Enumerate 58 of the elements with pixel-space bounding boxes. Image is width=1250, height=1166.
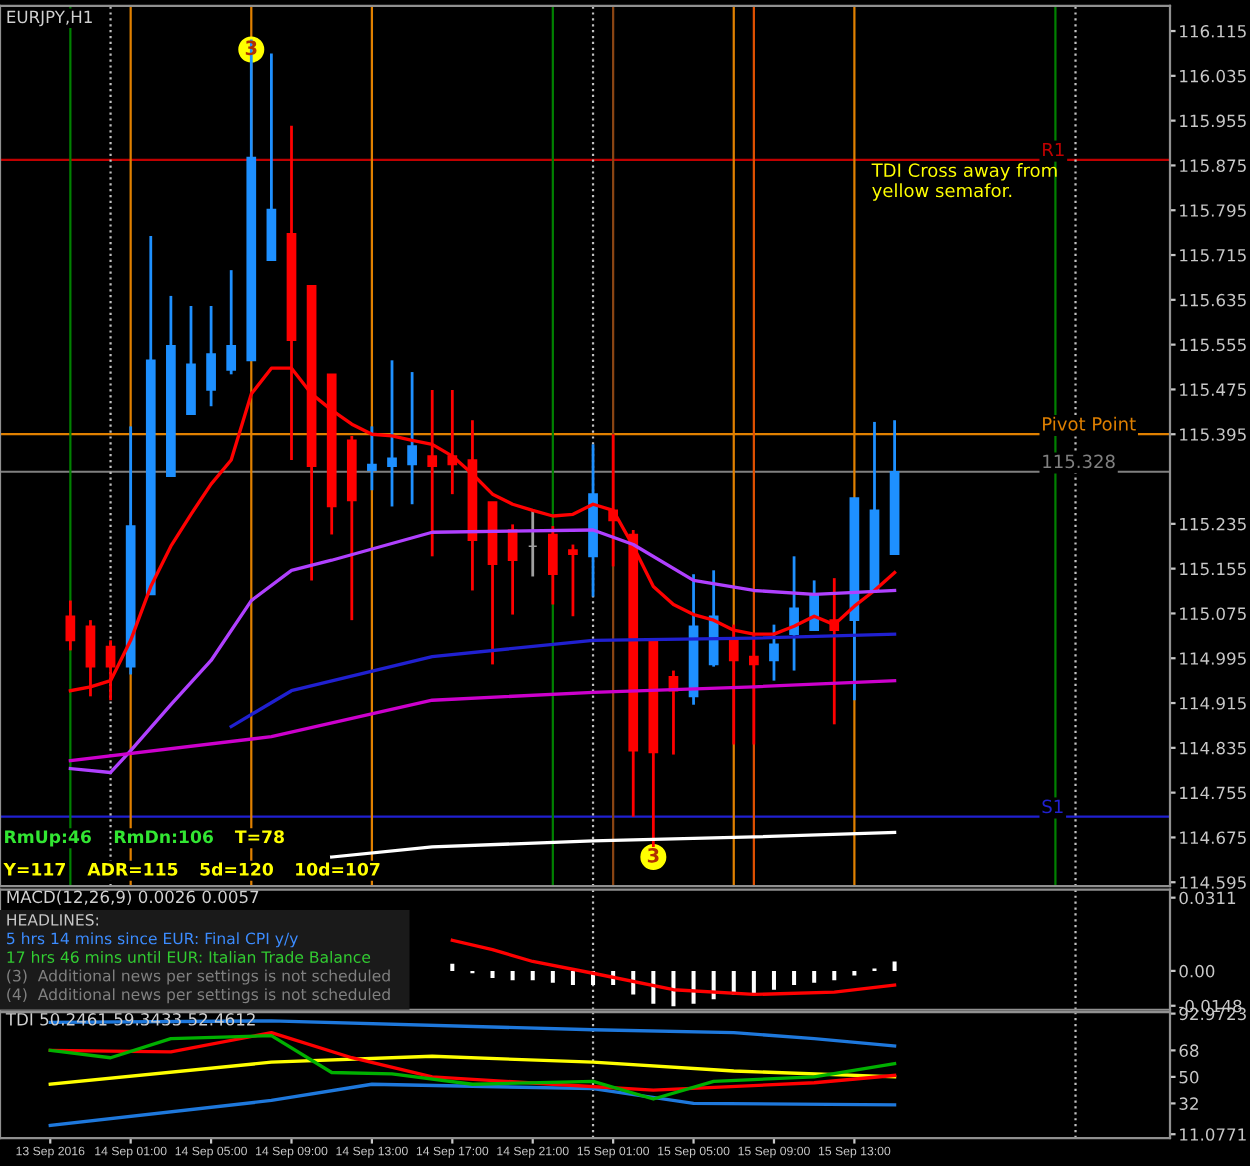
y-tick-label: 32 — [1179, 1097, 1198, 1110]
ref-line-label: R1 — [1043, 142, 1064, 157]
y-tick-label: 115.555 — [1180, 338, 1246, 352]
ref-line-label: 115.328 — [1043, 454, 1115, 469]
annotation: 5d=120 — [200, 862, 273, 876]
y-tick-label: 115.155 — [1180, 562, 1246, 576]
annotation: RmDn:106 — [114, 830, 213, 844]
chart-title: MACD(12,26,9) 0.0026 0.0057 — [7, 890, 259, 906]
y-tick-label: 50 — [1179, 1070, 1199, 1084]
candlestick — [427, 388, 438, 558]
candlestick — [769, 623, 779, 683]
y-tick-label: 116.035 — [1180, 69, 1246, 83]
line-series — [450, 938, 897, 997]
y-tick-label: 115.875 — [1180, 159, 1246, 172]
line-series — [68, 678, 897, 763]
y-tick-label: 114.755 — [1180, 786, 1246, 800]
y-tick-label: 11.0771 — [1180, 1128, 1246, 1141]
y-tick-label: 114.595 — [1180, 876, 1246, 889]
y-tick-label: 115.475 — [1180, 383, 1246, 396]
candlestick — [226, 268, 237, 376]
annotation: T=78 — [234, 830, 284, 844]
line-series — [229, 632, 897, 729]
annotation: 10d=107 — [296, 862, 380, 876]
line-series — [48, 1082, 897, 1128]
annotation: TDI Cross away from yellow semafor. — [871, 163, 1057, 201]
annotation: Y=117 — [3, 862, 65, 876]
line-series — [48, 1054, 897, 1086]
chart-title: EURJPY,H1 — [7, 10, 92, 27]
ref-line-label: Pivot Point — [1043, 416, 1136, 431]
y-tick-label: 114.995 — [1180, 652, 1246, 665]
y-tick-label: 116.115 — [1180, 24, 1246, 38]
y-tick-label: 115.235 — [1180, 517, 1246, 531]
line-series — [48, 1033, 897, 1101]
y-tick-label: 115.635 — [1180, 293, 1246, 307]
y-tick-label: 0.0311 — [1179, 891, 1236, 905]
y-tick-label: 115.075 — [1180, 607, 1246, 621]
candlestick — [65, 599, 76, 652]
annotation: ADR=115 — [87, 862, 178, 876]
y-tick-label: 114.915 — [1180, 697, 1246, 710]
ref-line-label: S1 — [1042, 799, 1063, 814]
y-tick-label: 115.395 — [1180, 428, 1246, 441]
annotation: RmUp:46 — [5, 830, 91, 847]
candlestick — [407, 370, 417, 506]
y-tick-label: 68 — [1179, 1044, 1199, 1057]
line-series — [68, 528, 897, 775]
candlestick — [367, 425, 377, 492]
y-tick-label: 115.795 — [1180, 204, 1246, 217]
candlestick — [547, 524, 558, 606]
y-tick-label: 115.715 — [1180, 249, 1246, 262]
y-tick-label: 115.955 — [1180, 114, 1246, 128]
annotation: 3 — [647, 847, 659, 863]
candlestick — [387, 358, 397, 508]
candlestick — [206, 304, 216, 408]
y-tick-label: 0.00 — [1179, 964, 1215, 978]
line-series — [330, 830, 897, 859]
candlestick — [568, 543, 578, 618]
y-tick-label: 114.675 — [1180, 831, 1246, 845]
y-tick-label: 114.835 — [1180, 741, 1246, 755]
